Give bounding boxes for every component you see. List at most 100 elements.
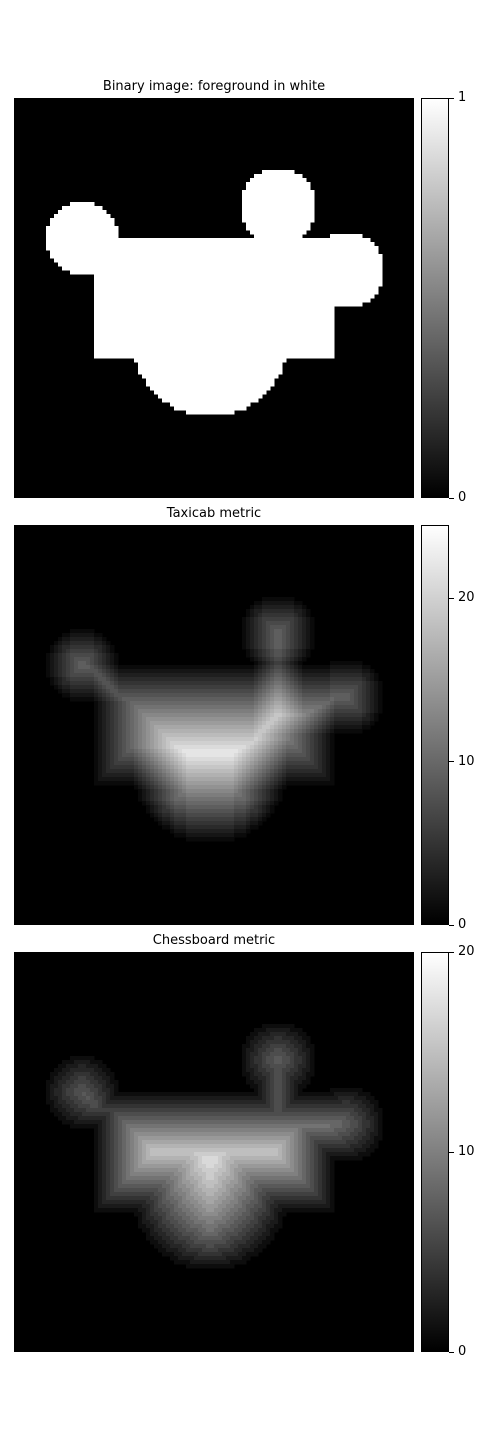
binary-cell xyxy=(158,354,163,359)
binary-cell xyxy=(170,346,175,351)
binary-cell xyxy=(350,250,355,255)
binary-cell xyxy=(114,266,119,271)
taxicab-cell xyxy=(322,725,327,730)
binary-cell xyxy=(310,282,315,287)
taxicab-cell xyxy=(150,709,155,714)
binary-cell xyxy=(162,298,167,303)
taxicab-cell xyxy=(362,701,367,706)
taxicab-cell xyxy=(126,753,131,758)
taxicab-cell xyxy=(226,693,231,698)
taxicab-cell xyxy=(310,705,315,710)
binary-cell xyxy=(230,398,235,403)
binary-cell xyxy=(198,402,203,407)
binary-cell xyxy=(114,258,119,263)
binary-cell xyxy=(306,302,311,307)
taxicab-cell xyxy=(282,689,287,694)
binary-cell xyxy=(306,182,311,187)
binary-cell xyxy=(146,306,151,311)
taxicab-cell xyxy=(86,653,91,658)
taxicab-cell xyxy=(270,633,275,638)
binary-cell xyxy=(78,254,83,259)
taxicab-cell xyxy=(350,697,355,702)
binary-cell xyxy=(226,250,231,255)
taxicab-cell xyxy=(286,733,291,738)
binary-cell xyxy=(314,242,319,247)
taxicab-cell xyxy=(126,737,131,742)
binary-cell xyxy=(298,226,303,231)
binary-cell xyxy=(214,378,219,383)
taxicab-cell xyxy=(118,725,123,730)
binary-cell xyxy=(270,218,275,223)
taxicab-cell xyxy=(330,729,335,734)
binary-cell xyxy=(150,286,155,291)
binary-cell xyxy=(70,210,75,215)
taxicab-cell xyxy=(142,677,147,682)
binary-cell xyxy=(226,322,231,327)
binary-cell xyxy=(78,270,83,275)
binary-cell xyxy=(174,370,179,375)
binary-cell xyxy=(170,302,175,307)
binary-cell xyxy=(174,290,179,295)
binary-cell xyxy=(114,278,119,283)
binary-cell xyxy=(190,354,195,359)
binary-cell xyxy=(130,338,135,343)
taxicab-cell xyxy=(126,717,131,722)
taxicab-cell xyxy=(54,661,59,666)
binary-cell xyxy=(258,218,263,223)
taxicab-cell xyxy=(266,617,271,622)
binary-cell xyxy=(246,310,251,315)
binary-cell xyxy=(82,234,87,239)
binary-cell xyxy=(318,294,323,299)
taxicab-cell xyxy=(366,721,371,726)
binary-cell xyxy=(154,270,159,275)
taxicab-cell xyxy=(50,649,55,654)
binary-cell xyxy=(266,174,271,179)
taxicab-cell xyxy=(210,713,215,718)
taxicab-cell xyxy=(198,729,203,734)
binary-cell xyxy=(102,310,107,315)
binary-cell xyxy=(186,390,191,395)
binary-cell xyxy=(254,378,259,383)
taxicab-cell xyxy=(106,713,111,718)
binary-cell xyxy=(366,270,371,275)
binary-cell xyxy=(270,182,275,187)
taxicab-cell xyxy=(162,669,167,674)
binary-cell xyxy=(294,346,299,351)
binary-cell xyxy=(74,234,79,239)
taxicab-cell xyxy=(178,689,183,694)
binary-cell xyxy=(134,358,139,363)
taxicab-cell xyxy=(74,653,79,658)
binary-cell xyxy=(270,202,275,207)
taxicab-cell xyxy=(326,669,331,674)
taxicab-cell xyxy=(234,753,239,758)
taxicab-cell xyxy=(54,641,59,646)
binary-cell xyxy=(206,306,211,311)
binary-cell xyxy=(286,178,291,183)
taxicab-cell xyxy=(222,737,227,742)
taxicab-cell xyxy=(114,661,119,666)
binary-cell xyxy=(194,402,199,407)
binary-cell xyxy=(270,266,275,271)
binary-cell xyxy=(94,350,99,355)
binary-cell xyxy=(146,326,151,331)
binary-cell xyxy=(186,406,191,411)
taxicab-cell xyxy=(166,693,171,698)
binary-cell xyxy=(314,294,319,299)
taxicab-cell xyxy=(298,721,303,726)
binary-cell xyxy=(370,282,375,287)
binary-cell xyxy=(162,310,167,315)
binary-cell xyxy=(98,338,103,343)
binary-cell xyxy=(298,282,303,287)
binary-cell xyxy=(174,346,179,351)
binary-cell xyxy=(182,406,187,411)
binary-cell xyxy=(282,286,287,291)
taxicab-cell xyxy=(158,733,163,738)
binary-cell xyxy=(98,230,103,235)
binary-cell xyxy=(186,358,191,363)
binary-cell xyxy=(210,346,215,351)
taxicab-cell xyxy=(166,725,171,730)
binary-cell xyxy=(142,318,147,323)
binary-cell xyxy=(198,346,203,351)
binary-cell xyxy=(246,214,251,219)
binary-cell xyxy=(118,310,123,315)
